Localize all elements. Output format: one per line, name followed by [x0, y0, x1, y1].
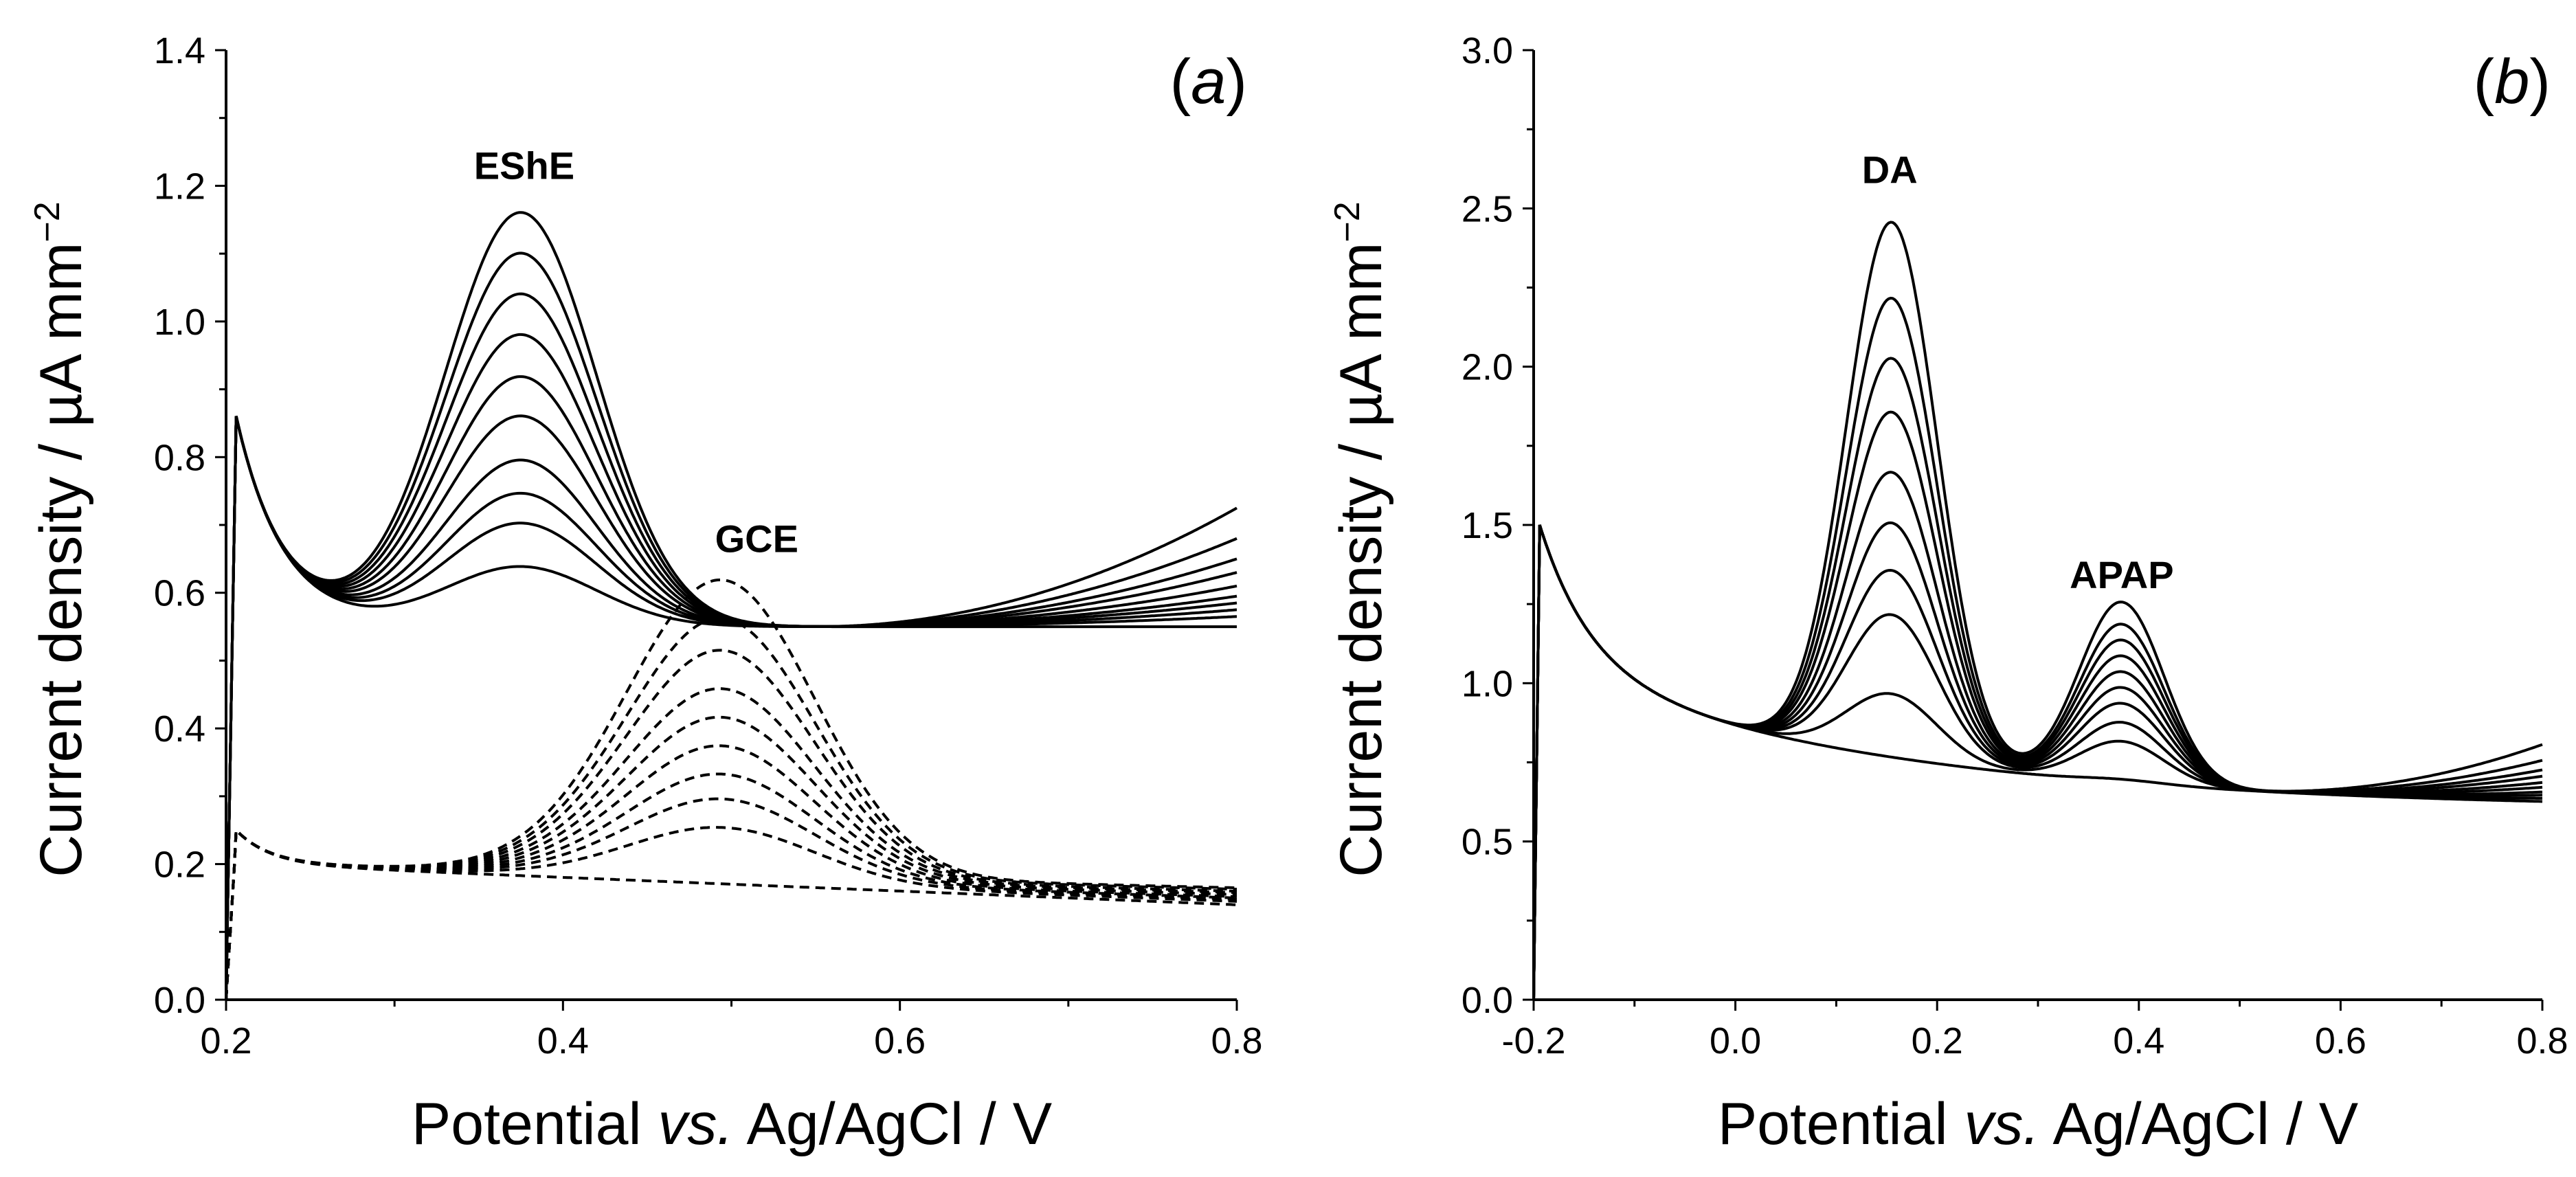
y-tick-label: 1.0: [154, 302, 205, 343]
x-tick-label: 0.4: [2113, 1020, 2164, 1062]
series-line-da-apap-8: [1532, 357, 2543, 1000]
panel-a: Current density / µA mm−2 0.2 0.4 0.6 0.8 0.…: [27, 30, 1263, 1157]
y-tick-label: 1.4: [154, 30, 205, 71]
y-tick-label: 3.0: [1461, 30, 1513, 71]
series-line-gce-4: [225, 772, 1237, 1000]
series-line-eshe-3: [225, 416, 1237, 1000]
panel-b-ticks: -0.2 0.0 0.2 0.4 0.6 0.80.00.51.01.52.02.53.0: [1461, 30, 2568, 1062]
series-line-gce-8: [225, 649, 1237, 1000]
y-tick-label: 1.0: [1461, 663, 1513, 704]
panel-b-series: [1532, 221, 2543, 1000]
panel-b-y-axis-title: Current density / µA mm−2: [1328, 201, 1394, 877]
annotation-da: DA: [1862, 148, 1918, 191]
x-tick-label: 0.2: [200, 1020, 251, 1062]
panel-b: Current density / µA mm−2 -0.2 0.0 0.2 0.4 0…: [1328, 30, 2568, 1157]
series-line-gce-2: [225, 826, 1237, 1000]
panel-a-series: [225, 211, 1238, 1000]
x-tick-label: 0.6: [874, 1020, 926, 1062]
y-tick-label: 0.8: [154, 437, 205, 478]
series-line-da-apap-7: [1532, 410, 2543, 1000]
series-line-gce-1: [225, 827, 1237, 1000]
series-line-eshe-1: [225, 416, 1237, 1000]
series-line-da-apap-6: [1532, 471, 2543, 1000]
y-tick-label: 0.6: [154, 573, 205, 614]
series-line-eshe-5: [225, 414, 1237, 1000]
series-line-eshe-2: [225, 416, 1237, 1000]
series-line-eshe-10: [225, 211, 1238, 1000]
series-line-da-apap-4: [1532, 524, 2543, 1000]
y-tick-label: 0.4: [154, 708, 205, 750]
panel-b-label: (b): [2474, 47, 2551, 117]
x-tick-label: 0.4: [537, 1020, 589, 1062]
y-tick-label: 0.2: [154, 844, 205, 886]
annotation-gce: GCE: [715, 517, 798, 560]
series-line-da-apap-5: [1532, 521, 2543, 1000]
panel-b-x-axis-title: Potential vs. Ag/AgCl / V: [1718, 1091, 2358, 1157]
annotation-eshe: EShE: [474, 144, 574, 188]
series-line-eshe-6: [225, 375, 1237, 1000]
series-line-da-apap-10: [1532, 221, 2543, 1000]
y-tick-label: 1.2: [154, 166, 205, 207]
annotation-apap: APAP: [2070, 553, 2173, 596]
y-tick-label: 2.0: [1461, 347, 1513, 388]
x-tick-label: -0.2: [1501, 1020, 1565, 1062]
y-tick-label: 1.5: [1461, 505, 1513, 546]
panel-a-label: (a): [1170, 47, 1247, 117]
x-tick-label: 0.6: [2315, 1020, 2366, 1062]
series-line-da-apap-9: [1532, 296, 2543, 1000]
panel-a-x-axis-title: Potential vs. Ag/AgCl / V: [412, 1091, 1052, 1157]
x-tick-label: 0.8: [2516, 1020, 2568, 1062]
x-tick-label: 0.8: [1211, 1020, 1262, 1062]
series-line-gce-5: [225, 744, 1237, 1000]
panel-a-y-axis-title: Current density / µA mm−2: [27, 201, 94, 877]
x-tick-label: 0.2: [1912, 1020, 1963, 1062]
series-line-eshe-4: [225, 416, 1237, 1000]
series-line-gce-7: [225, 687, 1237, 1000]
y-tick-label: 0.5: [1461, 822, 1513, 863]
series-line-gce-9: [225, 616, 1237, 1000]
series-line-gce-10: [225, 579, 1237, 1000]
y-tick-label: 2.5: [1461, 188, 1513, 229]
x-tick-label: 0.0: [1710, 1020, 1761, 1062]
y-tick-label: 0.0: [154, 980, 205, 1021]
y-tick-label: 0.0: [1461, 980, 1513, 1021]
panel-a-ticks: 0.2 0.4 0.6 0.80.00.20.40.60.81.01.21.4: [154, 30, 1263, 1062]
series-line-gce-6: [225, 715, 1237, 1000]
